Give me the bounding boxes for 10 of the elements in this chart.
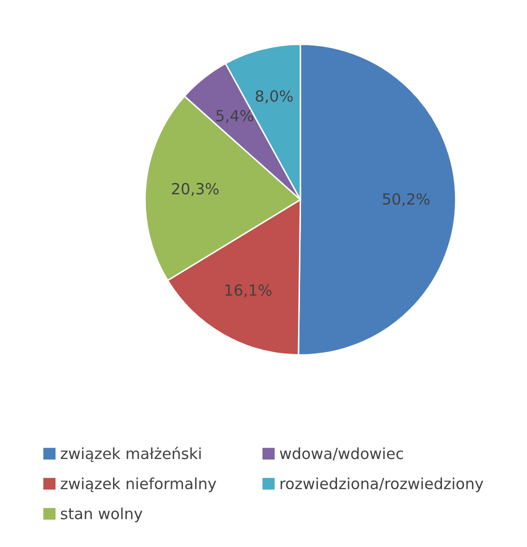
data-label: 5,4% xyxy=(216,110,254,123)
data-label: 16,1% xyxy=(225,284,272,298)
legend-label: rozwiedziona/rozwiedziony xyxy=(280,477,484,492)
legend-label: związek małżeński xyxy=(60,446,201,462)
data-label: 50,2% xyxy=(382,193,430,206)
legend-label: związek nieformalny xyxy=(60,477,216,492)
data-label: 20,3% xyxy=(172,182,219,196)
legend-label: wdowa/wdowiec xyxy=(280,447,403,460)
data-label: 8,0% xyxy=(256,90,293,104)
legend-label: stan wolny xyxy=(60,508,142,522)
